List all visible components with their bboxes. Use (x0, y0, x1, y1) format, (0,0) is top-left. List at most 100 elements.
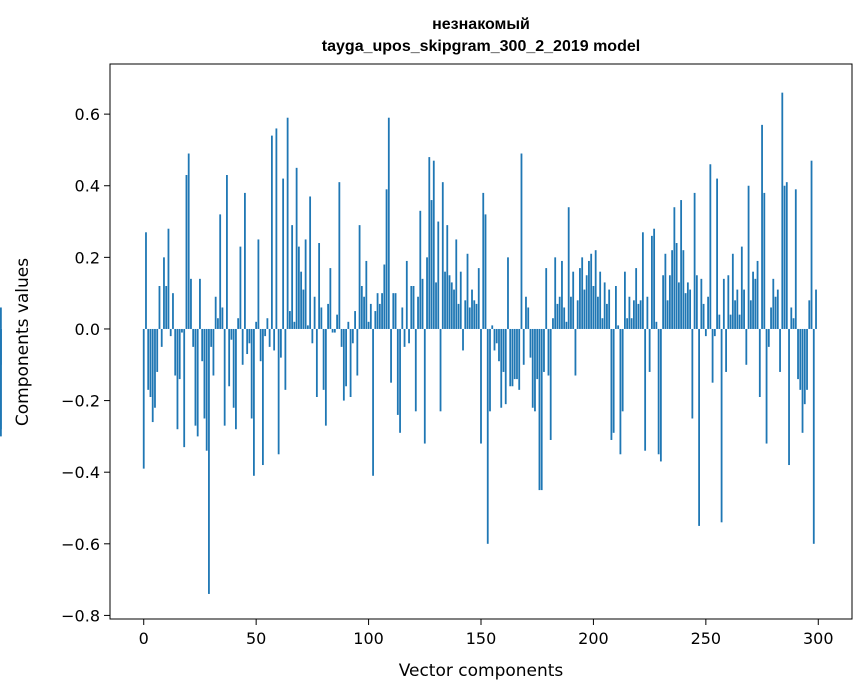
bar-90 (345, 328, 347, 387)
bar-111 (392, 293, 395, 329)
y-axis-ticks: −0.8 −0.6 −0.4 −0.2 0.0 0.2 0.4 0.6 (61, 105, 110, 625)
bar-10 (165, 286, 168, 329)
bar-170 (525, 296, 527, 329)
bar-113 (396, 328, 399, 415)
bar-25 (199, 278, 201, 329)
bar-98 (363, 296, 365, 329)
bar-235 (671, 250, 674, 329)
bar-248 (700, 278, 703, 329)
bar-294 (803, 328, 806, 405)
bar-243 (689, 289, 692, 329)
bar-60 (277, 328, 280, 455)
bar-28 (205, 328, 208, 451)
bar-146 (471, 289, 473, 329)
bar-117 (405, 260, 408, 329)
bar-156 (493, 328, 496, 351)
bar-194 (579, 268, 581, 329)
bar-185 (558, 296, 561, 329)
bar-289 (792, 318, 795, 329)
bar-68 (295, 167, 298, 329)
bar-88 (340, 328, 343, 347)
bar-283 (779, 328, 781, 372)
x-tick-label: 300 (803, 629, 834, 648)
bar-284 (781, 92, 784, 329)
bar-287 (788, 328, 790, 466)
bar-189 (567, 207, 570, 329)
chart-title-line-1: незнакомый (432, 16, 530, 33)
bar-57 (270, 135, 273, 329)
bar-47 (248, 328, 251, 344)
plot-frame (109, 63, 853, 620)
bar-275 (761, 124, 763, 329)
bar-193 (576, 300, 579, 329)
bar-281 (774, 296, 777, 329)
bar-166 (516, 328, 518, 380)
bar-184 (556, 303, 559, 329)
bar-40 (232, 328, 235, 408)
bar-285 (783, 185, 786, 329)
bar-238 (677, 282, 680, 329)
bar-6 (156, 328, 159, 372)
bar-197 (585, 275, 588, 329)
bar-273 (756, 260, 759, 329)
bar-110 (390, 328, 392, 383)
bar-239 (680, 200, 683, 329)
bar-131 (437, 221, 440, 329)
bar-223 (644, 328, 647, 451)
bar-161 (504, 328, 507, 405)
bar-148 (475, 303, 478, 329)
bar-36 (223, 328, 226, 426)
bar-122 (417, 296, 419, 329)
bar-1 (145, 232, 147, 329)
bar-149 (477, 268, 480, 329)
bar-30 (210, 328, 213, 347)
bar-35 (221, 307, 224, 329)
bar-211 (617, 325, 620, 329)
bar-20 (187, 153, 190, 329)
bar-79 (320, 307, 323, 329)
bar-255 (716, 178, 718, 329)
bar-9 (163, 257, 165, 329)
bar-175 (536, 328, 539, 380)
bar-75 (311, 328, 314, 344)
bar-269 (747, 185, 750, 329)
bar-134 (444, 271, 446, 329)
bar-204 (601, 318, 604, 329)
bar-174 (534, 328, 536, 412)
bar-63 (284, 328, 287, 390)
bar-173 (531, 328, 534, 408)
bar-262 (731, 253, 734, 329)
bar-74 (309, 196, 312, 329)
bar-22 (192, 328, 195, 347)
y-tick-label: −0.8 (61, 606, 100, 625)
bar-258 (722, 278, 725, 329)
bar-94 (354, 311, 356, 329)
bar-224 (646, 296, 649, 329)
bar-226 (650, 235, 653, 329)
bar-237 (675, 243, 678, 329)
bar-100 (367, 321, 370, 329)
bar-108 (385, 189, 388, 329)
bar-216 (628, 296, 631, 329)
x-tick-label: 250 (691, 629, 722, 648)
bar-39 (230, 328, 233, 340)
bar-210 (615, 286, 617, 329)
bar-266 (740, 246, 743, 329)
bar-11 (167, 228, 170, 329)
bar-229 (657, 328, 660, 455)
bar-271 (752, 271, 754, 329)
bar-4 (151, 328, 154, 423)
bar-48 (250, 328, 253, 419)
bar-37 (226, 175, 228, 329)
bar-164 (511, 328, 514, 387)
bar-252 (709, 164, 712, 329)
bar-288 (790, 307, 793, 329)
x-tick-label: 100 (353, 629, 384, 648)
bar-299 (815, 289, 817, 329)
bar-278 (767, 328, 770, 347)
bar-51 (257, 239, 260, 329)
bar-120 (412, 286, 415, 329)
bar-19 (185, 175, 188, 329)
bar-230 (659, 328, 662, 462)
